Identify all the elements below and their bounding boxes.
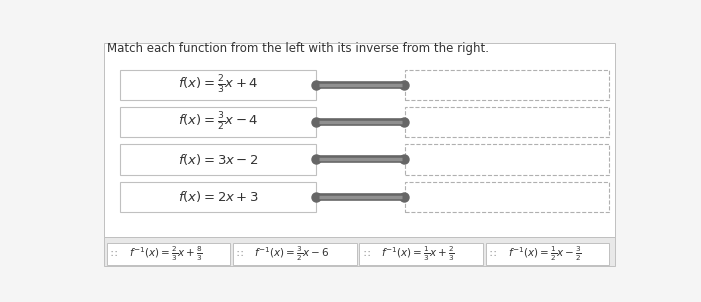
Text: $f^{-1}(x) = \frac{1}{2}x - \frac{3}{2}$: $f^{-1}(x) = \frac{1}{2}x - \frac{3}{2}$ [508,244,581,263]
Text: $f^{-1}(x) = \frac{2}{3}x + \frac{8}{3}$: $f^{-1}(x) = \frac{2}{3}x + \frac{8}{3}$ [129,244,203,263]
Bar [233,243,357,265]
Bar [121,144,315,175]
Bar [104,237,615,266]
Text: ∷: ∷ [489,249,496,259]
Text: ∷: ∷ [363,249,369,259]
Text: $f(x) = 2x + 3$: $f(x) = 2x + 3$ [177,189,259,204]
Bar [121,107,315,137]
Bar [104,43,615,237]
Text: ∷: ∷ [237,249,243,259]
Bar [121,70,315,100]
Text: $f(x) = \frac{3}{2}x - 4$: $f(x) = \frac{3}{2}x - 4$ [178,111,258,133]
Text: $f(x) = \frac{2}{3}x + 4$: $f(x) = \frac{2}{3}x + 4$ [178,74,258,96]
Bar [107,243,230,265]
Bar [486,243,609,265]
Bar [359,243,483,265]
Bar [405,70,609,100]
Text: $f(x) = 3x - 2$: $f(x) = 3x - 2$ [177,152,259,167]
Text: Match each function from the left with its inverse from the right.: Match each function from the left with i… [107,42,489,55]
Text: ∷: ∷ [111,249,116,259]
Bar [121,182,315,212]
Text: $f^{-1}(x) = \frac{1}{3}x + \frac{2}{3}$: $f^{-1}(x) = \frac{1}{3}x + \frac{2}{3}$ [381,244,455,263]
Bar [405,107,609,137]
Bar [405,144,609,175]
Text: $f^{-1}(x) = \frac{3}{2}x - 6$: $f^{-1}(x) = \frac{3}{2}x - 6$ [254,244,329,263]
Bar [405,182,609,212]
